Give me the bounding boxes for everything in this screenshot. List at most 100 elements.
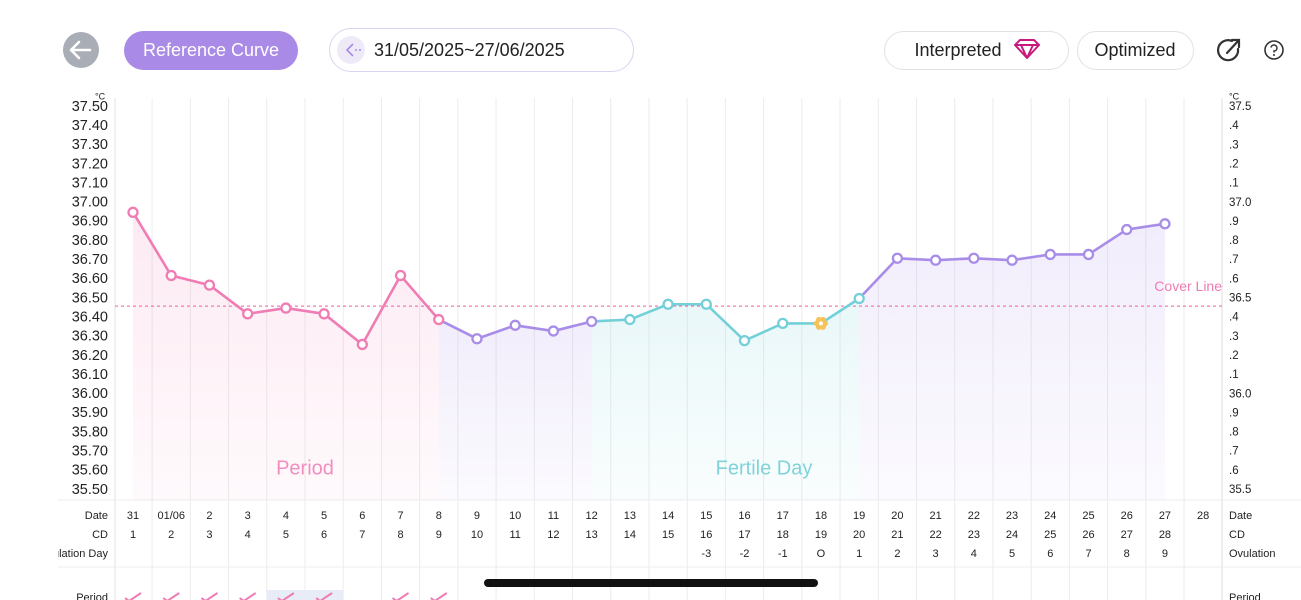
- point: [1082, 248, 1095, 261]
- y-tick-label: 36.10: [72, 367, 108, 383]
- y2-tick-label: 36.5: [1229, 293, 1251, 305]
- interpreted-button[interactable]: Interpreted: [884, 31, 1069, 70]
- y2-tick-label: 35.5: [1229, 484, 1251, 496]
- optimized-button[interactable]: Optimized: [1077, 31, 1194, 70]
- cd-label: 20: [853, 529, 865, 541]
- cd-label: 22: [929, 529, 941, 541]
- y-tick-label: 35.70: [72, 444, 108, 460]
- row-label: Date: [1229, 510, 1252, 522]
- cd-label: 15: [662, 529, 674, 541]
- date-label: 20: [891, 510, 903, 522]
- y-tick-label: 36.70: [72, 252, 108, 268]
- point: [738, 334, 751, 347]
- point: [1121, 223, 1133, 236]
- y2-tick-label: .8: [1229, 235, 1239, 247]
- y-tick-label: 35.80: [72, 424, 108, 440]
- y2-tick-label: 37.0: [1229, 197, 1251, 209]
- row-label: CD: [1229, 529, 1245, 541]
- period-check: [277, 592, 295, 600]
- y2-tick-label: .3: [1229, 139, 1239, 151]
- date-label: 31: [127, 510, 139, 522]
- ovulation-day-label: 5: [1009, 548, 1015, 560]
- date-label: 24: [1044, 510, 1056, 522]
- point: [394, 269, 407, 282]
- date-label: 4: [283, 510, 289, 522]
- y2-tick-label: 36.0: [1229, 388, 1251, 400]
- line-segment: [1087, 228, 1129, 256]
- point: [471, 333, 483, 345]
- date-label: 28: [1197, 510, 1209, 522]
- period-check: [200, 592, 218, 600]
- cd-label: 9: [436, 529, 442, 541]
- y2-unit: °C: [1229, 91, 1240, 101]
- date-label: 11: [548, 510, 559, 522]
- y2-tick-label: .4: [1229, 120, 1239, 132]
- ovulation-day-label: -3: [701, 548, 711, 560]
- row-label: CD: [92, 529, 108, 541]
- y-tick-label: 36.80: [72, 233, 108, 249]
- point: [662, 298, 674, 310]
- button-label: Interpreted: [914, 40, 1001, 60]
- date-label: 2: [206, 510, 212, 522]
- y-tick-label: 35.90: [72, 405, 108, 421]
- line-segment: [169, 274, 211, 287]
- ovulation-day-label: 9: [1162, 548, 1168, 560]
- point: [165, 269, 177, 282]
- line-segment: [437, 318, 479, 341]
- y2-tick-label: 37.5: [1229, 101, 1251, 113]
- ovulation-day-label: 7: [1085, 548, 1091, 560]
- date-label: 15: [700, 510, 712, 522]
- line-segment: [704, 302, 746, 342]
- date-range: 31/05/2025~27/06/2025: [374, 40, 565, 60]
- ovulation-day-label: -1: [778, 548, 788, 560]
- cd-label: 2: [168, 529, 174, 541]
- cd-label: 11: [509, 529, 520, 541]
- cd-label: 19: [815, 529, 827, 541]
- y-tick-label: 37.40: [72, 118, 108, 134]
- date-label: 23: [1006, 510, 1018, 522]
- help-button[interactable]: [1264, 40, 1284, 60]
- y2-tick-label: .2: [1229, 158, 1239, 170]
- area: [591, 298, 860, 500]
- y-unit: °C: [95, 91, 106, 101]
- y-tick-label: 35.50: [72, 482, 108, 498]
- back-button[interactable]: [63, 32, 99, 68]
- cell-highlight: [266, 590, 305, 600]
- date-range-picker[interactable]: 31/05/2025~27/06/2025: [329, 28, 634, 72]
- y-tick-label: 37.00: [72, 195, 108, 211]
- cd-label: 23: [968, 529, 980, 541]
- cd-label: 8: [397, 529, 403, 541]
- point: [1006, 254, 1018, 266]
- row-label: Ovulation Day: [39, 548, 109, 560]
- date-label: 12: [586, 510, 598, 522]
- line-segment: [131, 211, 173, 277]
- line-segment: [590, 318, 632, 323]
- point: [547, 325, 560, 337]
- y2-tick-label: .6: [1229, 273, 1239, 285]
- y-tick-label: 36.50: [72, 290, 108, 306]
- period-check: [391, 592, 410, 600]
- cd-label: 17: [738, 529, 750, 541]
- line-segment: [208, 283, 249, 316]
- cd-label: 12: [547, 529, 559, 541]
- line-segment: [1010, 253, 1052, 262]
- point: [891, 252, 904, 264]
- center: [818, 321, 823, 326]
- line-segment: [246, 306, 288, 316]
- date-label: 5: [321, 510, 327, 522]
- y2-tick-label: .3: [1229, 331, 1239, 343]
- cd-label: 3: [206, 529, 212, 541]
- y2-tick-label: .1: [1229, 369, 1239, 381]
- share-button[interactable]: [1217, 38, 1241, 62]
- cd-label: 13: [586, 529, 598, 541]
- cd-label: 1: [130, 529, 136, 541]
- period-check: [315, 592, 333, 600]
- point: [433, 313, 445, 326]
- y2-tick-label: .1: [1229, 178, 1239, 190]
- cd-label: 27: [1121, 529, 1133, 541]
- ovulation-day-label: 8: [1124, 548, 1130, 560]
- reference-curve-button[interactable]: Reference Curve: [124, 31, 298, 70]
- ovulation-day-label: 3: [933, 548, 939, 560]
